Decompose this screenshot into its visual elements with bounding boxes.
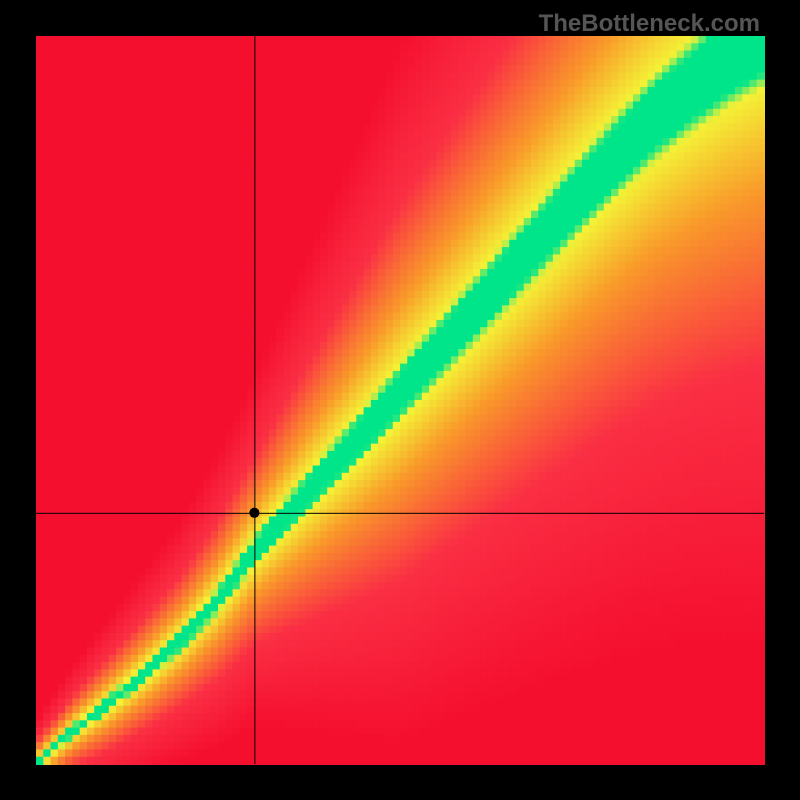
bottleneck-heatmap-canvas [0,0,800,800]
chart-container: TheBottleneck.com [0,0,800,800]
watermark-text: TheBottleneck.com [539,10,760,38]
